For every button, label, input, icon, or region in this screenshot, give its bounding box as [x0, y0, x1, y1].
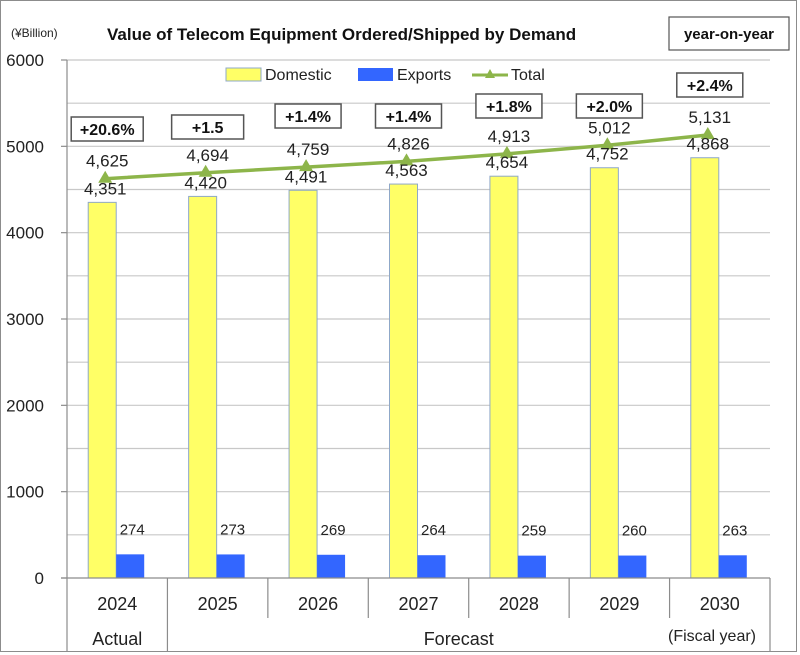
x-tick-label: 2027 — [398, 594, 438, 614]
bars — [87, 157, 747, 579]
yoy-box — [170, 114, 245, 140]
label-exports: 264 — [421, 522, 446, 539]
label-domestic: 4,563 — [385, 161, 428, 180]
label-domestic: 4,752 — [586, 145, 629, 164]
x-tick-label: 2025 — [198, 594, 238, 614]
yoy-label: +1.5 — [192, 120, 224, 137]
chart-title: Value of Telecom Equipment Ordered/Shipp… — [107, 25, 576, 44]
label-domestic: 4,491 — [285, 167, 328, 186]
data-labels: 4,351 274 4,420 273 4,491 269 4,563 264 4,654 259… — [84, 108, 747, 540]
bar-exports — [216, 554, 245, 578]
total-marker — [700, 127, 715, 140]
total-marker — [399, 153, 414, 166]
bar-exports — [116, 554, 145, 578]
label-total: 4,694 — [186, 146, 229, 165]
bar-domestic — [188, 195, 218, 579]
label-exports: 263 — [722, 522, 747, 539]
category-group-label: Actual — [92, 629, 142, 649]
bar-domestic — [389, 183, 418, 579]
x-axis: 2024 2025 2026 2027 2028 2029 2030 Actual Foreca… — [61, 577, 771, 652]
label-total: 4,625 — [86, 152, 129, 171]
x-axis-unit-label: (Fiscal year) — [668, 628, 756, 645]
legend-label-exports: Exports — [397, 67, 451, 84]
label-exports: 273 — [220, 521, 245, 538]
bar-domestic — [589, 167, 619, 579]
legend-swatch-exports — [358, 68, 393, 81]
bar-exports — [618, 555, 647, 578]
bar-exports — [718, 555, 747, 578]
yoy-box — [475, 93, 543, 119]
yoy-box — [374, 103, 443, 129]
y-tick-label: 0 — [35, 569, 44, 588]
bar-domestic — [87, 201, 117, 579]
bar-exports — [417, 555, 446, 578]
yoy-legend-label: year-on-year — [684, 26, 774, 43]
bar-domestic — [690, 157, 720, 579]
x-tick-label: 2026 — [298, 594, 338, 614]
yoy-label: +20.6% — [80, 122, 135, 139]
label-domestic: 4,420 — [184, 173, 227, 192]
label-exports: 260 — [622, 523, 647, 540]
yoy-label: +1.4% — [386, 109, 432, 126]
yoy-label: +1.8% — [486, 99, 532, 116]
total-marker — [299, 159, 314, 172]
total-marker — [198, 164, 213, 177]
x-tick-label: 2028 — [499, 594, 539, 614]
yoy-box — [274, 103, 342, 129]
legend-swatch-domestic — [225, 67, 262, 82]
yoy-box — [575, 93, 644, 119]
label-domestic: 4,868 — [687, 135, 730, 154]
yoy-label: +1.4% — [285, 109, 331, 126]
total-marker — [600, 137, 615, 150]
bar-exports — [317, 554, 346, 578]
bar-exports — [517, 555, 546, 578]
total-marker — [98, 170, 113, 183]
yoy-box — [676, 72, 744, 98]
label-domestic: 4,654 — [486, 153, 529, 172]
y-axis-ticks: 0 1000 2000 3000 4000 5000 6000 — [6, 51, 67, 588]
category-group-label: Forecast — [424, 629, 494, 649]
legend-label-total: Total — [511, 67, 545, 84]
label-total: 5,131 — [689, 108, 732, 127]
y-tick-label: 6000 — [6, 51, 44, 70]
label-exports: 269 — [321, 522, 346, 539]
legend: Domestic Exports Total — [225, 67, 545, 84]
yoy-label: +2.4% — [687, 78, 733, 95]
yoy-label: +2.0% — [586, 99, 632, 116]
yoy-legend-box — [668, 16, 790, 51]
label-domestic: 4,351 — [84, 179, 127, 198]
x-tick-label: 2024 — [97, 594, 137, 614]
x-tick-label: 2030 — [700, 594, 740, 614]
label-total: 4,826 — [387, 134, 430, 153]
x-tick-label: 2029 — [599, 594, 639, 614]
label-total: 5,012 — [588, 118, 631, 137]
yoy-box — [70, 116, 144, 142]
yoy-boxes: +20.6% +1.5 +1.4% +1.4% +1.8% +2.0% +2.4% — [70, 72, 744, 142]
total-marker — [499, 145, 514, 158]
y-tick-label: 1000 — [6, 483, 44, 502]
total-line — [98, 127, 715, 183]
y-tick-label: 2000 — [6, 396, 44, 415]
label-exports: 274 — [120, 521, 145, 538]
y-tick-label: 5000 — [6, 137, 44, 156]
y-tick-label: 4000 — [6, 224, 44, 243]
legend-label-domestic: Domestic — [265, 67, 332, 84]
bar-domestic — [489, 175, 519, 579]
y-tick-label: 3000 — [6, 310, 44, 329]
label-exports: 259 — [521, 523, 546, 540]
unit-label: (¥Billion) — [11, 26, 58, 40]
label-total: 4,759 — [287, 140, 330, 159]
label-total: 4,913 — [488, 127, 531, 146]
bar-domestic — [288, 189, 318, 579]
legend-marker-total — [485, 69, 495, 78]
